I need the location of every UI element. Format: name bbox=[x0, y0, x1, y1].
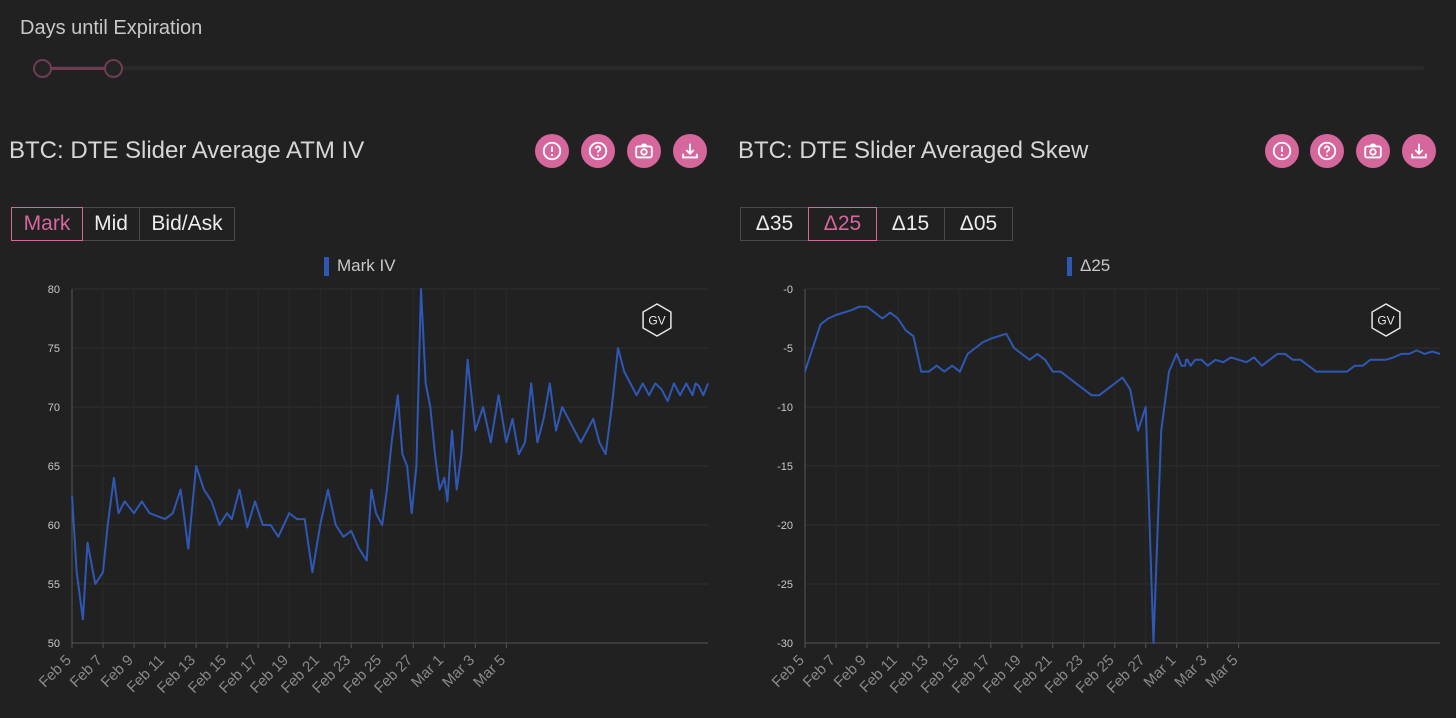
y-tick-label: 80 bbox=[48, 284, 60, 296]
x-tick-label: Feb 7 bbox=[800, 652, 839, 691]
toggle-bid-ask[interactable]: Bid/Ask bbox=[139, 207, 235, 241]
gv-watermark-logo: GV bbox=[642, 303, 672, 337]
svg-text:GV: GV bbox=[1377, 314, 1394, 328]
gv-watermark-logo: GV bbox=[1371, 303, 1401, 337]
left-chart-legend[interactable]: Mark IV bbox=[324, 256, 396, 276]
dte-slider-label: Days until Expiration bbox=[20, 17, 203, 39]
right-download-button[interactable] bbox=[1402, 134, 1436, 168]
camera-icon bbox=[635, 143, 653, 159]
y-tick-label: -10 bbox=[777, 402, 793, 414]
right-delta-toggle: Δ35 Δ25 Δ15 Δ05 bbox=[740, 207, 1013, 241]
download-icon bbox=[682, 143, 698, 159]
toggle-delta-05[interactable]: Δ05 bbox=[944, 207, 1013, 241]
y-tick-label: -30 bbox=[777, 638, 793, 650]
y-tick-label: -15 bbox=[777, 461, 793, 473]
x-tick-label: Mar 1 bbox=[408, 652, 447, 691]
series-line[interactable] bbox=[804, 305, 1441, 644]
left-price-type-toggle: Mark Mid Bid/Ask bbox=[11, 207, 235, 241]
y-tick-label: 55 bbox=[48, 579, 60, 591]
x-tick-label: Mar 3 bbox=[439, 652, 478, 691]
help-icon bbox=[588, 141, 608, 161]
toggle-mark[interactable]: Mark bbox=[11, 207, 83, 241]
left-alert-button[interactable] bbox=[535, 134, 569, 168]
right-camera-button[interactable] bbox=[1356, 134, 1390, 168]
toggle-delta-15[interactable]: Δ15 bbox=[876, 207, 945, 241]
y-tick-label: -0 bbox=[783, 284, 793, 296]
y-tick-label: 75 bbox=[48, 343, 60, 355]
toggle-mid[interactable]: Mid bbox=[82, 207, 140, 241]
x-tick-label: Feb 7 bbox=[67, 652, 106, 691]
alert-icon bbox=[1272, 141, 1292, 161]
x-tick-label: Mar 3 bbox=[1171, 652, 1210, 691]
y-tick-label: 50 bbox=[48, 638, 60, 650]
right-chart-legend[interactable]: Δ25 bbox=[1067, 256, 1110, 276]
camera-icon bbox=[1364, 143, 1382, 159]
legend-label: Mark IV bbox=[337, 256, 396, 275]
y-tick-label: -20 bbox=[777, 520, 793, 532]
dte-slider-handle-min[interactable] bbox=[33, 59, 52, 78]
y-tick-label: 70 bbox=[48, 402, 60, 414]
right-help-button[interactable] bbox=[1310, 134, 1344, 168]
toggle-delta-25[interactable]: Δ25 bbox=[808, 207, 877, 241]
y-tick-label: 65 bbox=[48, 461, 60, 473]
series-line[interactable] bbox=[71, 288, 709, 621]
y-tick-label: 60 bbox=[48, 520, 60, 532]
y-tick-label: -5 bbox=[783, 343, 793, 355]
svg-text:GV: GV bbox=[648, 314, 665, 328]
x-tick-label: Mar 5 bbox=[1202, 652, 1241, 691]
legend-swatch bbox=[324, 256, 329, 276]
download-icon bbox=[1411, 143, 1427, 159]
left-help-button[interactable] bbox=[581, 134, 615, 168]
right-panel-title: BTC: DTE Slider Averaged Skew bbox=[738, 137, 1089, 164]
dte-slider-range bbox=[42, 67, 112, 70]
dte-slider-handle-max[interactable] bbox=[104, 59, 123, 78]
legend-swatch bbox=[1067, 256, 1072, 276]
x-tick-label: Mar 5 bbox=[470, 652, 509, 691]
dte-slider-track[interactable] bbox=[34, 66, 1424, 70]
x-tick-label: Mar 1 bbox=[1140, 652, 1179, 691]
x-tick-label: Feb 5 bbox=[769, 652, 808, 691]
toggle-delta-35[interactable]: Δ35 bbox=[740, 207, 809, 241]
help-icon bbox=[1317, 141, 1337, 161]
x-tick-label: Feb 5 bbox=[36, 652, 75, 691]
y-tick-label: -25 bbox=[777, 579, 793, 591]
alert-icon bbox=[542, 141, 562, 161]
right-alert-button[interactable] bbox=[1265, 134, 1299, 168]
legend-label: Δ25 bbox=[1080, 256, 1111, 275]
left-download-button[interactable] bbox=[673, 134, 707, 168]
left-panel-title: BTC: DTE Slider Average ATM IV bbox=[9, 137, 365, 164]
left-camera-button[interactable] bbox=[627, 134, 661, 168]
